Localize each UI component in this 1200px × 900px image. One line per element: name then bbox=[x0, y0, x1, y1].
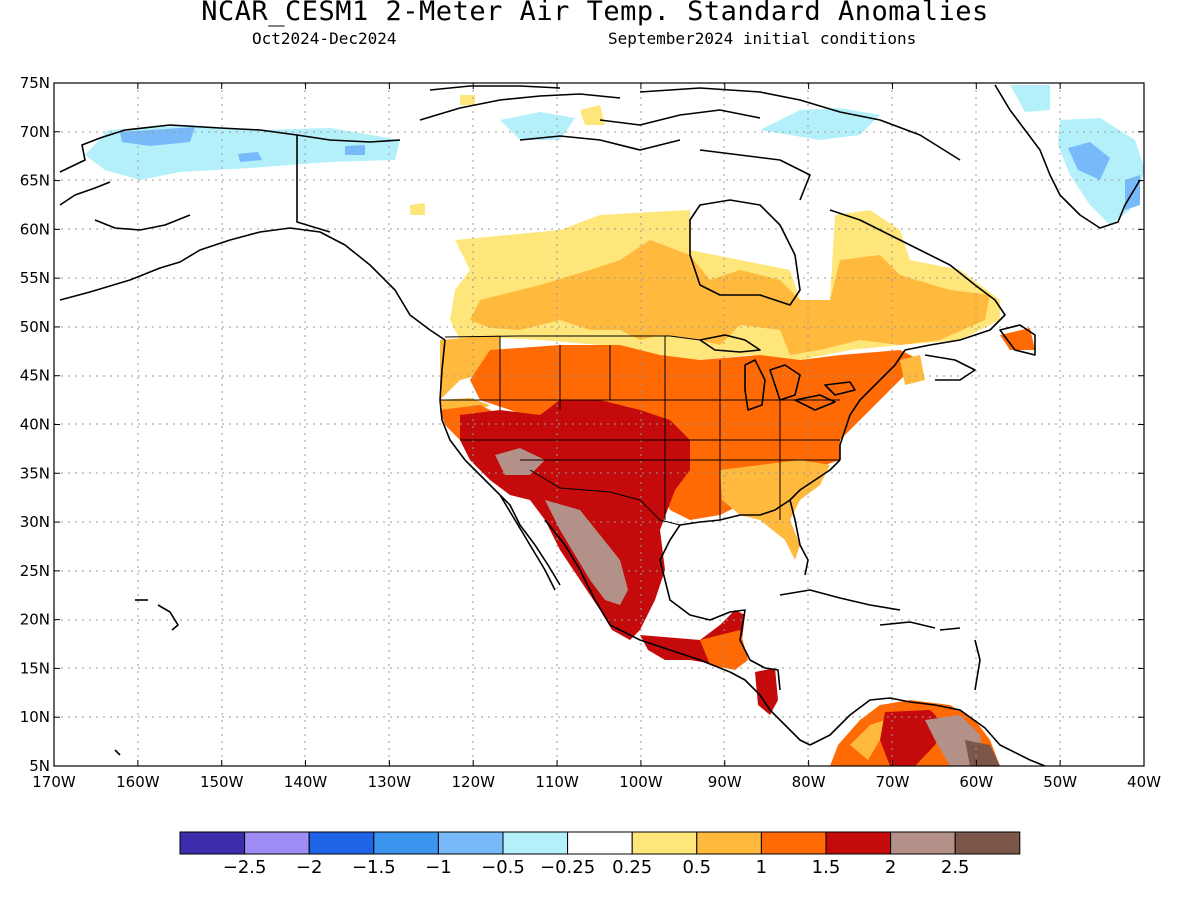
colorbar-swatch bbox=[631, 831, 698, 855]
initial-conditions: September2024 initial conditions bbox=[608, 29, 917, 48]
colorbar-swatch bbox=[244, 831, 310, 855]
lon-tick-label: 160W bbox=[116, 773, 160, 791]
lon-tick-label: 40W bbox=[1127, 773, 1161, 791]
lon-tick-label: 130W bbox=[368, 773, 412, 791]
colorbar-swatch bbox=[502, 831, 569, 855]
colorbar-swatch bbox=[179, 831, 246, 855]
lat-tick-label: 25N bbox=[20, 562, 50, 580]
colorbar-swatch bbox=[373, 831, 439, 855]
map-axes: 75N 70N 65N 60N 55N 50N 45N 40N 35N 30N 25N 20N 15N 1… bbox=[20, 74, 1161, 791]
colorbar-swatch bbox=[696, 831, 762, 855]
lat-tick-label: 10N bbox=[20, 708, 50, 726]
lat-tick-label: 70N bbox=[20, 123, 50, 141]
lon-tick-label: 140W bbox=[284, 773, 328, 791]
colorbar-label: 2.5 bbox=[941, 857, 970, 878]
colorbar-swatch bbox=[825, 831, 892, 855]
coastlines bbox=[59, 84, 1141, 766]
colorbar-label: 1.5 bbox=[812, 857, 841, 878]
lon-tick-label: 70W bbox=[876, 773, 910, 791]
colorbar-label: −2 bbox=[296, 857, 323, 878]
forecast-period: Oct2024-Dec2024 bbox=[252, 29, 397, 48]
colorbar-label: −2.5 bbox=[223, 857, 267, 878]
lon-tick-label: 120W bbox=[451, 773, 495, 791]
colorbar-label: −1.5 bbox=[352, 857, 396, 878]
lon-tick-label: 170W bbox=[32, 773, 76, 791]
lon-tick-label: 80W bbox=[792, 773, 826, 791]
graticule bbox=[54, 83, 1144, 766]
lat-tick-label: 45N bbox=[20, 367, 50, 385]
anomaly-shading bbox=[85, 85, 1144, 766]
lat-tick-label: 15N bbox=[20, 659, 50, 677]
colorbar-label: 1 bbox=[756, 857, 767, 878]
lon-tick-label: 100W bbox=[619, 773, 663, 791]
lat-tick-label: 20N bbox=[20, 611, 50, 629]
lon-tick-label: 60W bbox=[959, 773, 993, 791]
colorbar: −2.5 −2 −1.5 −1 −0.5 −0.25 0.25 0.5 1 1.5 2 2.5 bbox=[179, 831, 1021, 878]
lat-tick-label: 35N bbox=[20, 464, 50, 482]
colorbar-label: −0.25 bbox=[540, 857, 595, 878]
lon-tick-label: 110W bbox=[535, 773, 579, 791]
colorbar-label: 2 bbox=[885, 857, 896, 878]
colorbar-swatch bbox=[760, 831, 827, 855]
lat-tick-label: 65N bbox=[20, 172, 50, 190]
colorbar-label: 0.5 bbox=[682, 857, 711, 878]
colorbar-swatch bbox=[567, 831, 633, 855]
colorbar-label: 0.25 bbox=[612, 857, 652, 878]
lat-tick-label: 55N bbox=[20, 269, 50, 287]
lon-tick-label: 90W bbox=[708, 773, 742, 791]
colorbar-label: −1 bbox=[425, 857, 452, 878]
colorbar-swatch bbox=[308, 831, 375, 855]
boundaries bbox=[440, 335, 840, 526]
colorbar-swatch bbox=[954, 831, 1021, 855]
lon-tick-label: 150W bbox=[200, 773, 244, 791]
lat-tick-label: 30N bbox=[20, 513, 50, 531]
lon-tick-label: 50W bbox=[1043, 773, 1077, 791]
map-area bbox=[54, 83, 1144, 766]
map-title: NCAR_CESM1 2-Meter Air Temp. Standard An… bbox=[201, 0, 989, 27]
colorbar-label: −0.5 bbox=[481, 857, 525, 878]
lat-tick-label: 50N bbox=[20, 318, 50, 336]
lat-tick-label: 75N bbox=[20, 74, 50, 92]
lat-tick-label: 60N bbox=[20, 220, 50, 238]
lat-tick-label: 40N bbox=[20, 416, 50, 434]
lat-tick-label: 5N bbox=[29, 757, 50, 775]
colorbar-swatch bbox=[890, 831, 956, 855]
colorbar-swatch bbox=[437, 831, 504, 855]
